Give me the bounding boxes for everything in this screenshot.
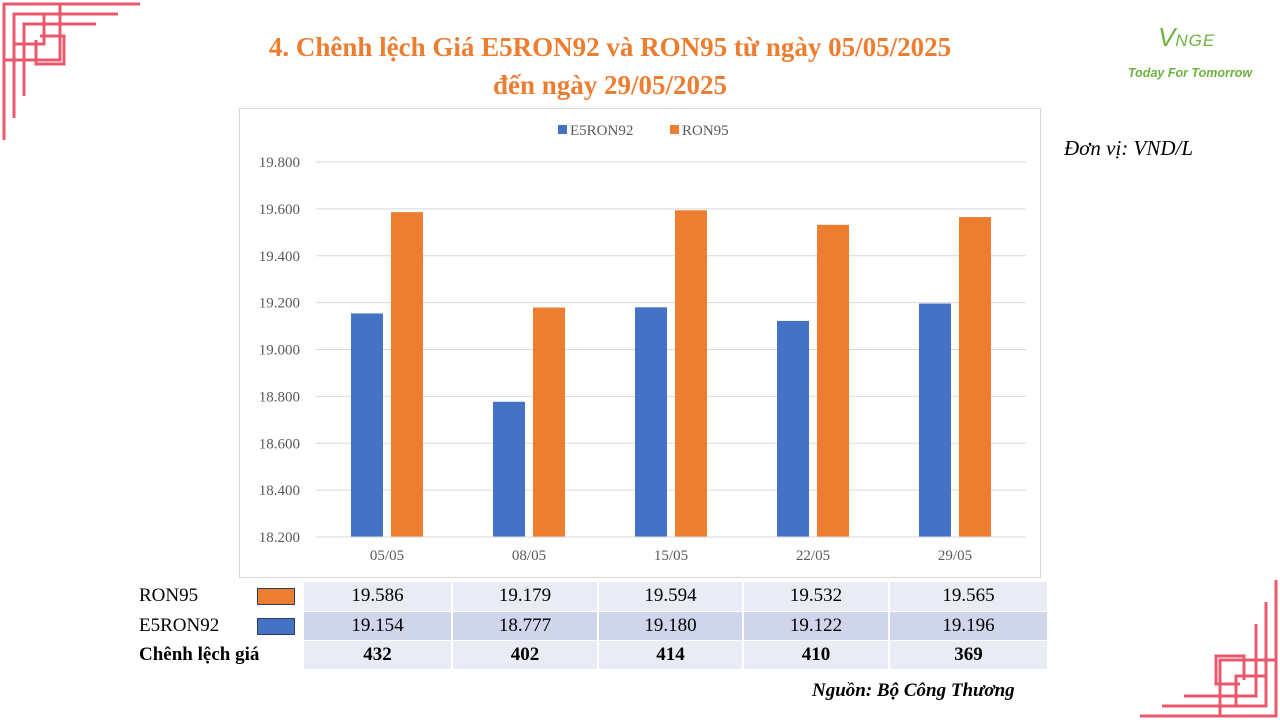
- y-tick-label: 19.200: [259, 296, 300, 312]
- bar-ron95: [817, 224, 849, 537]
- table-cell: 432: [303, 640, 453, 670]
- vnge-logo: VNGE Today For Tomorrow: [1110, 14, 1270, 86]
- legend-swatch: [558, 125, 567, 134]
- row-header: E5RON92: [137, 611, 304, 641]
- table-cell: 19.196: [889, 611, 1049, 641]
- bar-ron95: [391, 212, 423, 537]
- unit-label: Đơn vị: VND/L: [1064, 136, 1194, 160]
- logo-mark: VNGE: [1158, 20, 1215, 58]
- bar-ron95: [959, 217, 991, 537]
- x-tick-label: 08/05: [512, 548, 546, 564]
- table-row-e5ron92: E5RON92 19.154 18.777 19.180 19.122 19.1…: [137, 611, 1049, 641]
- row-label: E5RON92: [139, 614, 220, 636]
- y-tick-label: 19.800: [259, 155, 300, 171]
- bar-ron95: [533, 307, 565, 537]
- table-cell: 19.565: [889, 582, 1049, 612]
- bar-e5ron92: [777, 320, 809, 537]
- y-tick-label: 19.400: [259, 249, 300, 265]
- chart-container: 18.200 18.400 18.600 18.800 19.000 19.200 19.4…: [239, 108, 1041, 578]
- corner-ornament-bottom-right: [1140, 580, 1278, 718]
- row-header: Chênh lệch giá: [137, 640, 304, 670]
- table-cell: 369: [889, 640, 1049, 670]
- bar-e5ron92: [919, 303, 951, 537]
- table-cell: 19.180: [598, 611, 744, 641]
- y-tick-label: 18.400: [259, 483, 300, 499]
- title-line-2: đến ngày 29/05/2025: [492, 70, 728, 100]
- bar-chart: 18.200 18.400 18.600 18.800 19.000 19.200 19.4…: [259, 123, 1026, 564]
- table-cell: 19.122: [743, 611, 890, 641]
- table-row-difference: Chênh lệch giá 432 402 414 410 369: [137, 640, 1049, 670]
- legend-label: RON95: [682, 123, 729, 139]
- y-tick-label: 19.600: [259, 202, 300, 218]
- page-title: 4. Chênh lệch Giá E5RON92 và RON95 từ ng…: [180, 28, 1040, 104]
- logo-mark-v: V: [1158, 22, 1176, 52]
- bar-e5ron92: [493, 401, 525, 537]
- corner-ornament-top-left: [2, 2, 140, 140]
- legend-swatch-ron95: [257, 588, 295, 606]
- table-cell: 19.179: [452, 582, 599, 612]
- bar-e5ron92: [635, 307, 667, 537]
- legend-label: E5RON92: [570, 123, 633, 139]
- y-tick-label: 18.200: [259, 530, 300, 546]
- y-tick-label: 18.800: [259, 389, 300, 405]
- source-note: Nguồn: Bộ Công Thương: [812, 680, 1015, 701]
- table-cell: 18.777: [452, 611, 599, 641]
- table-cell: 19.532: [743, 582, 890, 612]
- table-cell: 402: [452, 640, 599, 670]
- logo-tagline: Today For Tomorrow: [1128, 66, 1253, 80]
- x-tick-label: 29/05: [938, 548, 972, 564]
- x-tick-label: 15/05: [654, 548, 688, 564]
- row-header: RON95: [137, 582, 304, 612]
- table-cell: 410: [743, 640, 890, 670]
- data-table: RON95 19.586 19.179 19.594 19.532 19.565…: [137, 582, 1049, 670]
- table-cell: 19.594: [598, 582, 744, 612]
- table-cell: 19.586: [303, 582, 453, 612]
- x-tick-label: 22/05: [796, 548, 830, 564]
- table-row-ron95: RON95 19.586 19.179 19.594 19.532 19.565: [137, 582, 1049, 612]
- table-cell: 414: [598, 640, 744, 670]
- table-cell: 19.154: [303, 611, 453, 641]
- x-tick-label: 05/05: [370, 548, 404, 564]
- legend-swatch: [670, 125, 679, 134]
- legend-swatch-e5ron92: [257, 617, 295, 635]
- y-tick-label: 19.000: [259, 343, 300, 359]
- bar-e5ron92: [351, 313, 383, 537]
- row-label: RON95: [139, 585, 199, 607]
- bar-ron95: [675, 210, 707, 537]
- title-line-1: 4. Chênh lệch Giá E5RON92 và RON95 từ ng…: [268, 32, 952, 62]
- y-tick-label: 18.600: [259, 436, 300, 452]
- logo-mark-rest: NGE: [1175, 31, 1216, 50]
